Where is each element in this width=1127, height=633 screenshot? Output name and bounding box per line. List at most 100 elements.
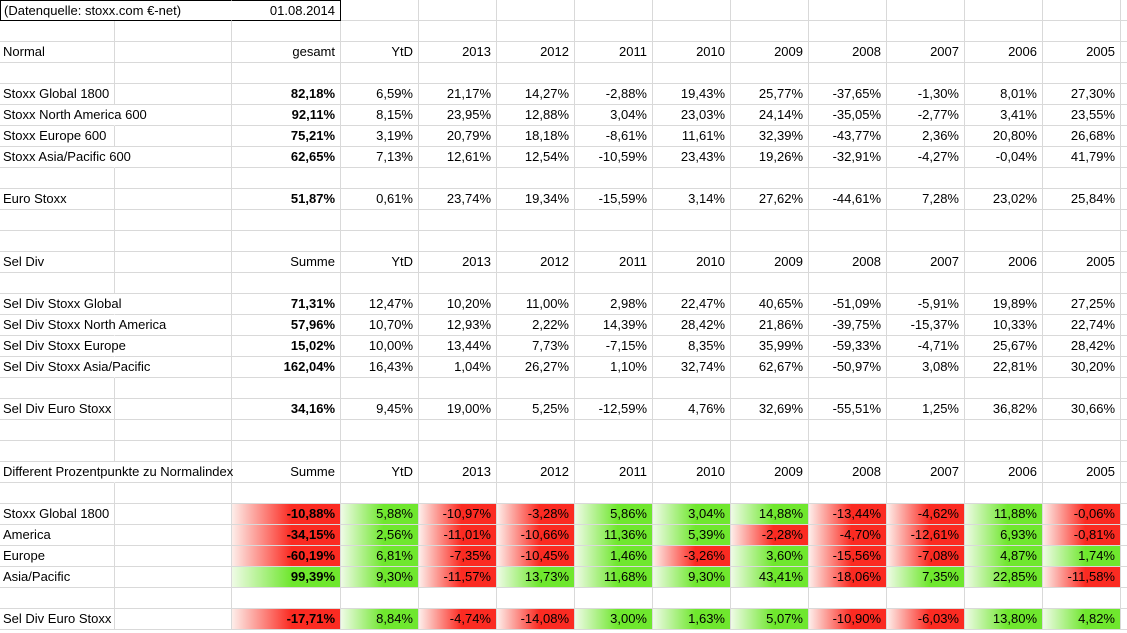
spreadsheet-cell[interactable] [731, 210, 809, 231]
value-cell[interactable]: 99,39% [232, 567, 341, 588]
row-label-overflow-cell[interactable] [115, 63, 232, 84]
row-label-cell[interactable]: Sel Div Euro Stoxx [0, 399, 115, 420]
column-header-year[interactable]: 2011 [575, 252, 653, 273]
value-cell[interactable]: 5,39% [653, 525, 731, 546]
spreadsheet-cell[interactable] [341, 231, 419, 252]
value-cell[interactable]: 11,68% [575, 567, 653, 588]
spreadsheet-cell[interactable] [653, 441, 731, 462]
value-cell[interactable]: 12,54% [497, 147, 575, 168]
value-cell[interactable]: 19,89% [965, 294, 1043, 315]
column-header-year[interactable]: 2012 [497, 42, 575, 63]
value-cell[interactable]: 2,36% [887, 126, 965, 147]
spreadsheet-cell[interactable] [419, 21, 497, 42]
value-cell[interactable]: 75,21% [232, 126, 341, 147]
value-cell[interactable]: 11,00% [497, 294, 575, 315]
value-cell[interactable]: -60,19% [232, 546, 341, 567]
value-cell[interactable]: 3,00% [575, 609, 653, 630]
spreadsheet-cell[interactable] [731, 420, 809, 441]
value-cell[interactable]: 1,25% [887, 399, 965, 420]
spreadsheet-cell[interactable] [809, 273, 887, 294]
value-cell[interactable]: -39,75% [809, 315, 887, 336]
value-cell[interactable]: -55,51% [809, 399, 887, 420]
value-cell[interactable]: 8,15% [341, 105, 419, 126]
value-cell[interactable]: 32,39% [731, 126, 809, 147]
spreadsheet-cell[interactable] [419, 483, 497, 504]
value-cell[interactable]: 13,73% [497, 567, 575, 588]
column-header-year[interactable]: 2012 [497, 462, 575, 483]
value-cell[interactable]: 14,88% [731, 504, 809, 525]
value-cell[interactable]: -0,04% [965, 147, 1043, 168]
value-cell[interactable]: 41,79% [1043, 147, 1121, 168]
value-cell[interactable]: 8,84% [341, 609, 419, 630]
spreadsheet-cell[interactable] [575, 273, 653, 294]
spreadsheet-cell[interactable] [497, 588, 575, 609]
value-cell[interactable]: -50,97% [809, 357, 887, 378]
value-cell[interactable]: 11,36% [575, 525, 653, 546]
column-header-year[interactable]: 2013 [419, 252, 497, 273]
spreadsheet-cell[interactable] [809, 441, 887, 462]
value-cell[interactable]: -34,15% [232, 525, 341, 546]
column-header-total[interactable]: Summe [232, 462, 341, 483]
spreadsheet-cell[interactable] [341, 483, 419, 504]
row-label-cell[interactable]: Sel Div Stoxx Europe [0, 336, 126, 357]
value-cell[interactable]: -4,74% [419, 609, 497, 630]
spreadsheet-cell[interactable] [731, 483, 809, 504]
spreadsheet-cell[interactable] [965, 441, 1043, 462]
value-cell[interactable]: 19,00% [419, 399, 497, 420]
value-cell[interactable]: 14,39% [575, 315, 653, 336]
spreadsheet-cell[interactable] [809, 231, 887, 252]
row-label-cell[interactable]: Stoxx Global 1800 [0, 504, 115, 525]
source-cell[interactable]: (Datenquelle: stoxx.com €-net) [0, 0, 232, 21]
value-cell[interactable]: 18,18% [497, 126, 575, 147]
value-cell[interactable]: 27,62% [731, 189, 809, 210]
spreadsheet-cell[interactable] [887, 231, 965, 252]
spreadsheet-cell[interactable] [653, 273, 731, 294]
value-cell[interactable]: 22,81% [965, 357, 1043, 378]
row-label-overflow-cell[interactable] [115, 84, 232, 105]
spreadsheet-cell[interactable] [1043, 210, 1121, 231]
row-label-cell[interactable]: Sel Div Stoxx Global [0, 294, 122, 315]
row-label-cell[interactable]: Europe [0, 546, 115, 567]
value-cell[interactable]: 25,67% [965, 336, 1043, 357]
value-cell[interactable]: 26,68% [1043, 126, 1121, 147]
row-label-cell[interactable]: Sel Div [0, 252, 115, 273]
row-label-overflow-cell[interactable] [115, 231, 232, 252]
value-cell[interactable]: 28,42% [1043, 336, 1121, 357]
value-cell[interactable]: 12,61% [419, 147, 497, 168]
value-cell[interactable]: 32,69% [731, 399, 809, 420]
row-label-overflow-cell[interactable] [115, 336, 232, 357]
column-header-year[interactable]: YtD [341, 42, 419, 63]
value-cell[interactable]: 4,87% [965, 546, 1043, 567]
column-header-year[interactable]: 2009 [731, 252, 809, 273]
spreadsheet-cell[interactable] [809, 483, 887, 504]
spreadsheet-cell[interactable] [653, 63, 731, 84]
row-label-overflow-cell[interactable] [115, 378, 232, 399]
spreadsheet-cell[interactable] [419, 0, 497, 21]
spreadsheet-cell[interactable] [232, 21, 341, 42]
spreadsheet-cell[interactable] [731, 231, 809, 252]
spreadsheet-cell[interactable] [497, 168, 575, 189]
row-label-cell[interactable] [0, 420, 115, 441]
spreadsheet-cell[interactable] [1043, 63, 1121, 84]
date-cell[interactable]: 01.08.2014 [232, 0, 341, 21]
value-cell[interactable]: 3,04% [575, 105, 653, 126]
spreadsheet-cell[interactable] [965, 483, 1043, 504]
value-cell[interactable]: 4,82% [1043, 609, 1121, 630]
spreadsheet-cell[interactable] [575, 588, 653, 609]
value-cell[interactable]: 27,25% [1043, 294, 1121, 315]
row-label-overflow-cell[interactable] [115, 252, 232, 273]
spreadsheet-cell[interactable] [731, 378, 809, 399]
value-cell[interactable]: 35,99% [731, 336, 809, 357]
row-label-overflow-cell[interactable] [115, 567, 232, 588]
value-cell[interactable]: 1,74% [1043, 546, 1121, 567]
value-cell[interactable]: -12,61% [887, 525, 965, 546]
row-label-cell[interactable] [0, 231, 115, 252]
column-header-year[interactable]: 2008 [809, 42, 887, 63]
value-cell[interactable]: 12,47% [341, 294, 419, 315]
column-header-year[interactable]: 2010 [653, 462, 731, 483]
row-label-cell[interactable]: Euro Stoxx [0, 189, 115, 210]
value-cell[interactable]: 5,88% [341, 504, 419, 525]
spreadsheet-cell[interactable] [887, 63, 965, 84]
spreadsheet-cell[interactable] [1043, 231, 1121, 252]
row-label-overflow-cell[interactable] [115, 189, 232, 210]
